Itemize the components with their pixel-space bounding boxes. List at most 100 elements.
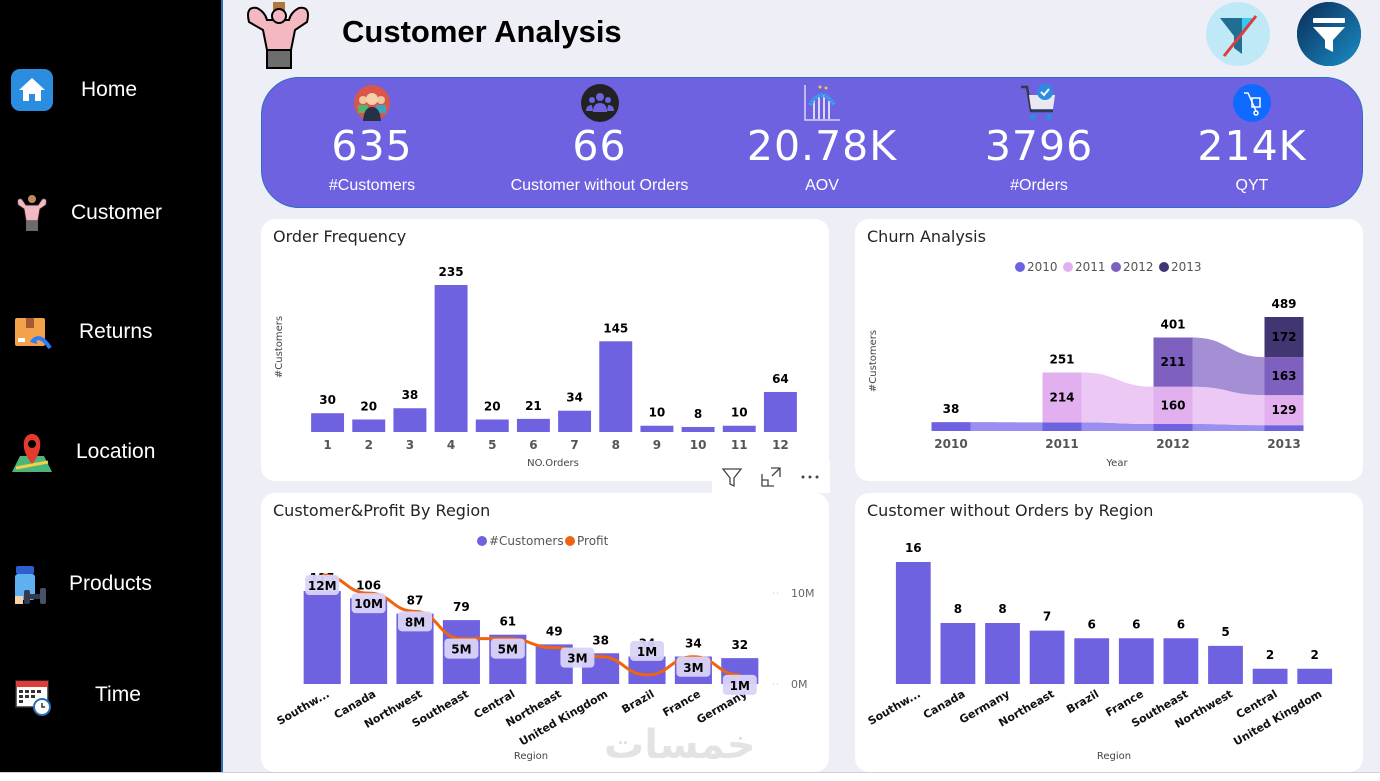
kpi-value: 214K [1197, 122, 1307, 170]
bar [352, 419, 386, 432]
customer-profit-region-card[interactable]: Customer&Profit By Region #Customers Prof… [261, 493, 829, 772]
customer-profit-region-chart: #CustomersProfit0M10M115Southw...106Cana… [275, 534, 815, 762]
sidebar-item-returns[interactable]: Returns [0, 302, 221, 362]
order-frequency-card[interactable]: Order Frequency 30 1 20 2 38 3 235 4 20 5 21 6 34 7 14… [261, 219, 829, 481]
sidebar-item-label: Location [76, 440, 156, 463]
sidebar-item-customer[interactable]: Customer [0, 183, 221, 243]
legend-marker [1111, 262, 1121, 272]
data-label: 87 [407, 594, 424, 608]
x-tick-label: 3 [406, 438, 414, 452]
legend-marker [1063, 262, 1073, 272]
data-label: 20 [360, 399, 377, 413]
kpi-label: AOV [805, 177, 839, 194]
bar [393, 408, 427, 432]
profit-label: 1M [730, 679, 750, 693]
clear-filters-button[interactable] [1206, 2, 1270, 66]
x-tick-label: Brazil [620, 687, 657, 716]
data-label: 6 [1132, 617, 1140, 631]
chart-title: Order Frequency [273, 227, 407, 246]
bar-segment [1264, 395, 1304, 426]
customer-without-orders-region-card[interactable]: Customer without Orders by Region 16 Sout… [855, 493, 1363, 772]
bar [628, 656, 666, 684]
profit-label: 10M [354, 597, 383, 611]
bar [985, 623, 1020, 684]
customers-group-icon [354, 85, 390, 121]
legend-marker [565, 536, 575, 546]
kpi-band: 635 #Customers 66 Customer without Order… [261, 77, 1363, 208]
x-tick-label: 4 [447, 438, 455, 452]
churn-analysis-card[interactable]: Churn Analysis 2010 2011 2012 2013 38 2010 214… [855, 219, 1363, 481]
segment-label: 172 [1271, 330, 1296, 344]
data-label: 2 [1311, 648, 1319, 662]
x-tick-label: 12 [772, 438, 789, 452]
profit-label-bg [630, 640, 664, 661]
ribbon [1081, 372, 1154, 425]
data-label: 145 [603, 321, 628, 335]
kpi-card-aov: 20.78K AOV [742, 78, 902, 209]
bar [895, 562, 931, 684]
data-label: 38 [402, 388, 419, 402]
filter-panel-button[interactable] [1297, 2, 1361, 66]
x-tick-label: 2011 [1045, 437, 1078, 451]
data-label: 20 [484, 399, 501, 413]
profit-label: 8M [405, 615, 425, 629]
legend-marker [477, 536, 487, 546]
data-label: 34 [566, 391, 583, 405]
users-target-icon [580, 84, 619, 122]
data-label: 7 [1043, 610, 1051, 624]
total-label: 489 [1271, 297, 1296, 311]
segment-label: 214 [1049, 390, 1074, 404]
bar [763, 391, 797, 432]
profit-label-bg [351, 593, 386, 614]
filter-outline-icon[interactable] [720, 465, 744, 489]
sidebar-item-label: Home [81, 78, 138, 101]
bar [558, 410, 592, 432]
sidebar-item-time[interactable]: Time [0, 665, 221, 725]
data-label: 8 [694, 407, 702, 421]
x-tick-label: 2013 [1267, 437, 1300, 451]
chart-title: Customer&Profit By Region [273, 501, 491, 520]
total-label: 38 [943, 402, 960, 416]
more-options-icon[interactable] [798, 465, 822, 489]
bar [1118, 638, 1154, 684]
hand-truck-icon [1233, 84, 1271, 122]
ribbon [1192, 337, 1265, 396]
bar [1029, 630, 1065, 684]
segment-label: 160 [1160, 398, 1185, 412]
profit-label: 3M [567, 652, 587, 666]
kpi-card-qyt: 214K QYT [1172, 78, 1332, 209]
data-label: 21 [525, 399, 542, 413]
calendar-clock-icon [10, 673, 54, 717]
sidebar-item-home[interactable]: Home [0, 60, 221, 120]
x-tick-label: Brazil [1064, 687, 1101, 716]
data-label: 10 [731, 406, 748, 420]
home-icon [10, 68, 54, 112]
sidebar-item-location[interactable]: Location [0, 422, 221, 482]
bar-segment [1042, 422, 1082, 431]
x-tick-label: 6 [529, 438, 537, 452]
segment-label: 129 [1271, 403, 1296, 417]
segment-label: 211 [1160, 355, 1185, 369]
x-tick-label: United Kingdom [517, 687, 610, 748]
legend-label: 2013 [1171, 260, 1202, 274]
data-label: 61 [499, 615, 516, 629]
kpi-value: 635 [331, 122, 413, 170]
legend-marker [1159, 262, 1169, 272]
ribbon [1192, 386, 1265, 426]
churn-analysis-chart: 2010 2011 2012 2013 38 2010 214 251 2011 160 211 40… [868, 260, 1304, 469]
sidebar-item-label: Customer [71, 201, 163, 224]
kpi-label: #Customers [328, 177, 416, 194]
bar-segment [1264, 425, 1304, 431]
sidebar-item-label: Time [95, 683, 141, 706]
profit-label-bg [560, 647, 595, 668]
total-label: 401 [1160, 318, 1185, 332]
sidebar-item-products[interactable]: Products [0, 554, 221, 614]
data-label: 64 [772, 372, 789, 386]
data-label: 32 [731, 638, 748, 652]
kpi-value: 66 [572, 122, 627, 170]
focus-mode-icon[interactable] [759, 465, 783, 489]
data-label: 34 [685, 637, 702, 651]
order-frequency-chart: 30 1 20 2 38 3 235 4 20 5 21 6 34 7 145 8 10 9 8 10 10 11 64 12… [274, 265, 797, 469]
y2-tick-label: 0M [791, 678, 808, 691]
x-tick-label: 8 [612, 438, 620, 452]
